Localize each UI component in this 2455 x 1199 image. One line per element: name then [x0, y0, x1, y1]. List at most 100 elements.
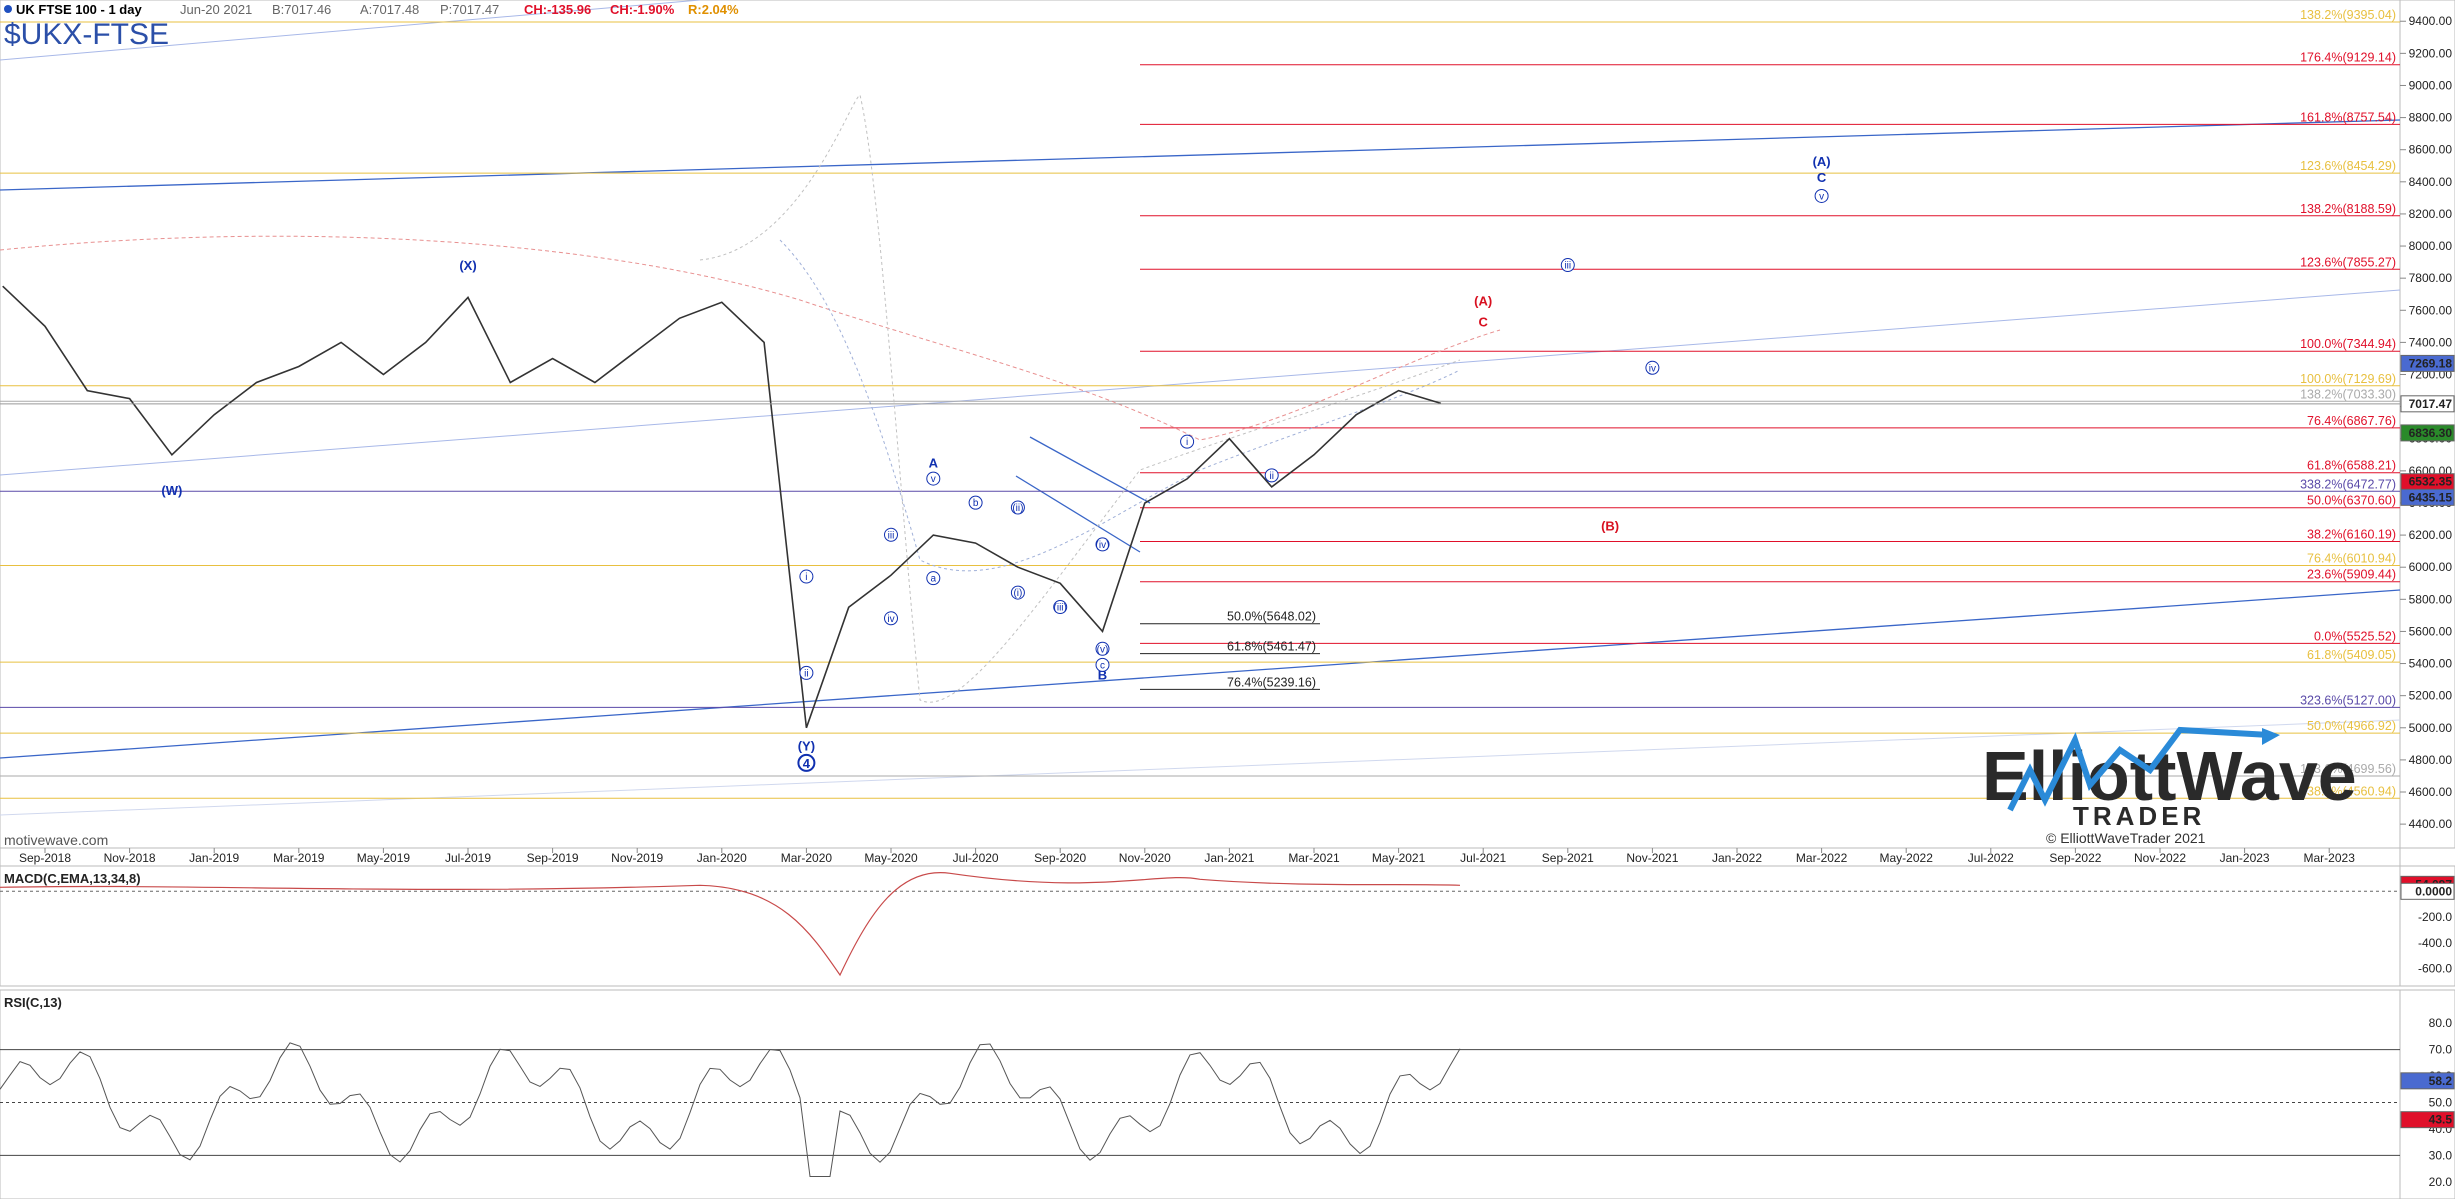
price-value-label: 7017.47	[2409, 397, 2453, 411]
y-tick-label: 9000.00	[2409, 78, 2453, 92]
trendline-mid	[0, 289, 2401, 476]
macd-tick-label: -400.0	[2418, 936, 2452, 950]
price-series-line	[2, 285, 1442, 729]
trendline-upper	[0, 119, 2401, 191]
wave-label-circled: iv	[1649, 363, 1656, 374]
wave-label-circled: c	[1100, 660, 1105, 671]
wave-circle-icon	[1095, 657, 1110, 672]
x-tick-label: Jul-2022	[1968, 851, 2014, 865]
wave-circle-icon	[797, 753, 816, 772]
wave-label-circled: (i)	[1013, 588, 1022, 599]
trendline-bottom	[0, 719, 2401, 816]
x-tick-label: Sep-2020	[1034, 851, 1086, 865]
band-gray-dashed	[699, 94, 1461, 703]
band-blue-dashed	[779, 239, 1461, 572]
price-value-box	[2400, 424, 2455, 442]
y-tick-label: 5600.00	[2409, 624, 2453, 638]
fib-red-label: 123.6%(7855.27)	[2300, 255, 2396, 269]
x-tick-label: Jul-2019	[445, 851, 491, 865]
header-date: Jun-20 2021	[180, 2, 252, 17]
fib-red-label: 23.6%(5909.44)	[2307, 568, 2396, 582]
x-tick-label: Mar-2020	[781, 851, 833, 865]
wave-circle-icon	[1560, 258, 1575, 273]
header-ask: A:7017.48	[360, 2, 419, 17]
y-tick-label: 8000.00	[2409, 239, 2453, 253]
wave-circle-icon	[1814, 188, 1829, 203]
wave-label-blue: C	[1817, 170, 1827, 185]
y-tick-label: 9200.00	[2409, 46, 2453, 60]
price-value-label: 7269.18	[2409, 356, 2453, 370]
fib-red-label: 50.0%(6370.60)	[2307, 494, 2396, 508]
header-change-pct: CH:-1.90%	[610, 2, 675, 17]
macd-tick-label: -200.0	[2418, 910, 2452, 924]
x-tick-label: Nov-2018	[104, 851, 156, 865]
fib-red-label: 38.2%(6160.19)	[2307, 527, 2396, 541]
fib-black-label: 76.4%(5239.16)	[1227, 675, 1316, 689]
rsi-value-label: 43.5	[2429, 1113, 2453, 1127]
rsi-label: RSI(C,13)	[4, 995, 62, 1010]
wave-label-blue: (A)	[1813, 154, 1831, 169]
x-tick-label: Nov-2019	[611, 851, 663, 865]
fib-red-label: 0.0%(5525.52)	[2314, 629, 2396, 643]
wave-label-blue: B	[1098, 668, 1107, 683]
wave-label-red: (A)	[1474, 293, 1492, 308]
main-price-axis[interactable]	[2399, 0, 2455, 849]
x-tick-label: Jan-2023	[2220, 851, 2270, 865]
x-tick-label: Mar-2019	[273, 851, 325, 865]
y-tick-label: 4800.00	[2409, 753, 2453, 767]
wave-circle-icon	[884, 611, 898, 626]
price-value-box	[2400, 354, 2455, 372]
x-tick-label: Mar-2023	[2304, 851, 2356, 865]
fib-red-label: 100.0%(7344.94)	[2300, 337, 2396, 351]
fib-red-label: 138.2%(8188.59)	[2300, 202, 2396, 216]
fib-gray-label: 123.6%(4699.56)	[2300, 762, 2396, 776]
watermark: motivewave.com	[4, 832, 108, 848]
x-tick-label: Sep-2021	[1542, 851, 1594, 865]
wave-label-circled: ii	[804, 668, 808, 679]
copyright: © ElliottWaveTrader 2021	[2046, 830, 2206, 846]
fib-gray-label: 138.2%(7033.30)	[2300, 387, 2396, 401]
macd-panel[interactable]	[0, 865, 2401, 987]
fib-gold-label: 123.6%(8454.29)	[2300, 159, 2396, 173]
wave-label-circled: iii	[1564, 261, 1571, 272]
y-tick-label: 8200.00	[2409, 207, 2453, 221]
wave-circle-icon	[799, 665, 814, 680]
fib-red-label: 176.4%(9129.14)	[2300, 51, 2396, 65]
header-change: CH:-135.96	[524, 2, 591, 17]
x-tick-label: Sep-2019	[527, 851, 579, 865]
y-tick-label: 6200.00	[2409, 528, 2453, 542]
rsi-tick-label: 30.0	[2429, 1148, 2453, 1162]
wave-label-circled: v	[1819, 191, 1824, 202]
fib-red-label: 61.8%(6588.21)	[2307, 459, 2396, 473]
symbol-dot-icon	[4, 5, 12, 13]
x-tick-label: Mar-2022	[1796, 851, 1848, 865]
y-tick-label: 8600.00	[2409, 143, 2453, 157]
x-tick-label: Jan-2020	[697, 851, 747, 865]
wedge-upper	[1029, 436, 1151, 504]
fib-gold-label: 76.4%(6010.94)	[2307, 551, 2396, 565]
price-value-label: 6836.30	[2409, 426, 2453, 440]
rsi-value-box	[2400, 1111, 2455, 1129]
fib-gold-label: 50.0%(4966.92)	[2307, 719, 2396, 733]
x-tick-label: Nov-2022	[2134, 851, 2186, 865]
y-tick-label: 9400.00	[2409, 14, 2453, 28]
y-tick-label: 6000.00	[2409, 560, 2453, 574]
x-tick-label: May-2021	[1372, 851, 1426, 865]
wave-label-circled: v	[931, 474, 936, 485]
wave-label-circled: a	[931, 574, 937, 585]
header-price: P:7017.47	[440, 2, 499, 17]
price-value-box	[2400, 395, 2455, 413]
trendline-top	[0, 0, 701, 61]
y-tick-label: 7800.00	[2409, 271, 2453, 285]
fib-black-label: 61.8%(5461.47)	[1227, 640, 1316, 654]
wave-circle-icon	[1180, 434, 1195, 449]
x-tick-label: Jan-2021	[1204, 851, 1254, 865]
rsi-panel[interactable]	[0, 989, 2401, 1199]
wave-label-blue: A	[929, 456, 939, 471]
wave-label-blue: (Y)	[798, 738, 815, 753]
wave-label-blue: (X)	[459, 258, 476, 273]
wave-label-blue: (W)	[161, 483, 182, 498]
main-price-panel[interactable]	[0, 0, 2401, 849]
macd-value-box	[2400, 882, 2455, 900]
